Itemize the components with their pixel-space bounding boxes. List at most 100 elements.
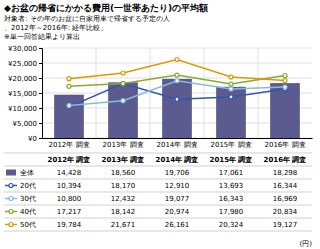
- table-value: 19,077: [165, 195, 190, 203]
- table-header: 2012年 調査: [48, 155, 91, 164]
- table-rule: [4, 153, 312, 154]
- table-rule: [4, 179, 312, 180]
- table-rule: [4, 166, 312, 167]
- table-header: 2015年 調査: [210, 155, 253, 164]
- tick-label: 2016年 調査: [264, 141, 305, 149]
- legend-label: 全体: [20, 169, 34, 177]
- tick-mark: [39, 108, 42, 109]
- marker: [67, 77, 71, 81]
- tick: ¥15,000: [8, 90, 42, 98]
- tick: ¥10,000: [8, 105, 42, 113]
- tick: ¥25,000: [8, 60, 42, 68]
- table-rule: [4, 231, 312, 232]
- legend-label: 50代: [20, 221, 36, 229]
- marker: [283, 85, 287, 89]
- table-value: 14,428: [57, 169, 82, 177]
- table-value: 18,560: [111, 169, 136, 177]
- tick-label: ¥0: [28, 135, 37, 143]
- legend-label: 30代: [20, 195, 36, 203]
- tick-mark: [39, 48, 42, 49]
- table-value: 19,127: [273, 221, 298, 229]
- marker: [283, 79, 287, 83]
- tick-mark: [39, 93, 42, 94]
- tick: 2014年 調査: [156, 138, 197, 149]
- line: [69, 60, 285, 81]
- marker: [283, 73, 287, 77]
- grid: [42, 48, 312, 138]
- marker: [175, 79, 179, 83]
- legend-marker: [9, 197, 13, 201]
- table-value: 20,324: [219, 221, 244, 229]
- tick: ¥0: [28, 135, 42, 143]
- tick-mark: [39, 138, 42, 139]
- bar: [270, 83, 300, 138]
- tick: 2013年 調査: [102, 138, 143, 149]
- tick-mark: [39, 78, 42, 79]
- marker: [121, 71, 125, 75]
- tick: ¥5,000: [13, 120, 43, 128]
- table-value: 13,693: [219, 182, 244, 190]
- legend-marker: [9, 184, 13, 188]
- tick-label: 2014年 調査: [156, 141, 197, 149]
- table-rule: [4, 205, 312, 206]
- table-value: 10,394: [57, 182, 82, 190]
- table-header: 2014年 調査: [156, 155, 199, 164]
- group-separator: [150, 48, 151, 138]
- table-value: 17,061: [219, 169, 244, 177]
- unit-label: (円): [300, 240, 313, 248]
- table-header: 2013年 調査: [102, 155, 145, 164]
- table-value: 19,784: [57, 221, 82, 229]
- grid-line: [42, 63, 312, 64]
- subtitle: 対象者: その年のお盆に自家用車で帰省する予定の人: [4, 15, 170, 23]
- x-axis: 2012年 調査 2013年 調査 2014年 調査 2015年 調査 2016年 調査: [43, 138, 313, 149]
- marker: [229, 87, 233, 91]
- tick-mark: [39, 123, 42, 124]
- plot-area: [54, 58, 300, 138]
- grid-line: [42, 48, 312, 49]
- table-value: 18,298: [273, 169, 298, 177]
- tick: ¥20,000: [8, 75, 42, 83]
- marker: [175, 97, 179, 101]
- table-value: 17,980: [219, 208, 244, 216]
- axis-line: [39, 49, 43, 139]
- tick-label: 2012年 調査: [48, 141, 89, 149]
- tick-label: ¥25,000: [8, 60, 37, 68]
- table-header: 2016年 調査: [264, 155, 307, 164]
- table-value: 21,671: [111, 221, 136, 229]
- table-value: 18,142: [111, 208, 136, 216]
- table-rule: [4, 218, 312, 219]
- marker: [121, 81, 125, 85]
- table-value: 16,969: [273, 195, 298, 203]
- tick-label: ¥5,000: [13, 120, 38, 128]
- table-value: 16,343: [219, 195, 244, 203]
- chart: ◆お盆の帰省にかかる費用(一世帯あたり)の平均額対象者: その年のお盆に自家用車…: [0, 0, 320, 249]
- marker: [121, 82, 125, 86]
- legend-label: 20代: [20, 182, 36, 190]
- tick-label: ¥15,000: [8, 90, 37, 98]
- group-separator: [96, 48, 97, 138]
- data-table: 2012年 調査 2013年 調査 2014年 調査 2015年 調査 2016年 調査…: [4, 153, 312, 231]
- marker: [175, 73, 179, 77]
- marker: [229, 75, 233, 79]
- tick-label: 2015年 調査: [210, 141, 251, 149]
- marker: [175, 58, 179, 62]
- marker: [67, 104, 71, 108]
- bar: [162, 79, 192, 138]
- table-value: 20,974: [165, 208, 190, 216]
- tick-label: 2013年 調査: [102, 141, 143, 149]
- group-separator: [204, 48, 205, 138]
- tick-label: ¥10,000: [8, 105, 37, 113]
- tick-mark: [39, 63, 42, 64]
- table-value: 20,834: [273, 208, 298, 216]
- marker: [121, 99, 125, 103]
- marker: [229, 82, 233, 86]
- tick: ¥30,000: [8, 45, 42, 53]
- subtitle: 、2012年～2016年: 経年比較」: [4, 24, 107, 32]
- bar: [108, 82, 138, 138]
- table-rule: [4, 192, 312, 193]
- bar: [54, 95, 84, 138]
- table-value: 12,432: [111, 195, 136, 203]
- title: ◆お盆の帰省にかかる費用(一世帯あたり)の平均額: [4, 3, 208, 13]
- legend-marker: [9, 210, 13, 214]
- tick-label: ¥30,000: [8, 45, 37, 53]
